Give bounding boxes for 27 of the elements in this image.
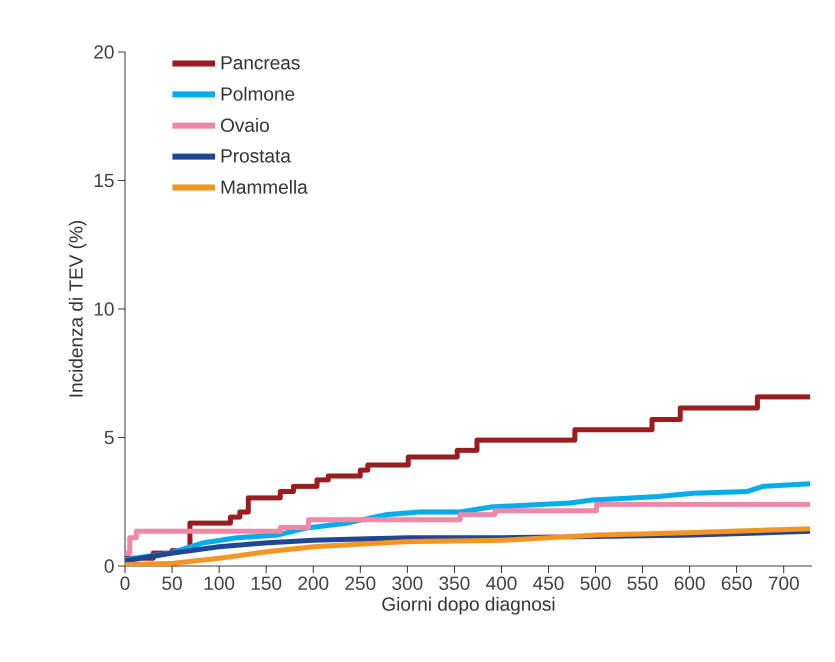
x-tick-label: 300 bbox=[392, 576, 422, 590]
x-tick-label: 650 bbox=[722, 576, 752, 590]
x-tick-label: 0 bbox=[120, 576, 130, 590]
x-tick-label: 350 bbox=[439, 576, 470, 590]
legend-label: Prostata bbox=[222, 149, 291, 163]
legend-label: Mammella bbox=[222, 180, 308, 194]
x-tick-label: 50 bbox=[162, 576, 182, 590]
x-tick-label: 200 bbox=[298, 576, 328, 590]
x-axis-title: Giorni dopo diagnosi bbox=[382, 596, 554, 615]
x-tick-label: 700 bbox=[768, 576, 799, 590]
x-tick-label: 500 bbox=[580, 576, 611, 590]
legend-label: Pancreas bbox=[222, 56, 300, 70]
y-axis-title: Incidenza di TEV (%) bbox=[68, 220, 86, 396]
x-tick-label: 600 bbox=[674, 576, 705, 590]
x-tick-label: 100 bbox=[204, 576, 234, 590]
x-tick-label: 450 bbox=[533, 576, 564, 590]
x-tick-label: 250 bbox=[345, 576, 376, 590]
x-tick-label: 550 bbox=[628, 576, 658, 590]
y-tick-label: 5 bbox=[104, 430, 114, 444]
y-tick-label: 15 bbox=[94, 174, 114, 188]
x-tick-label: 150 bbox=[252, 576, 282, 590]
legend-label: Polmone bbox=[222, 86, 294, 101]
legend-label: Ovaio bbox=[220, 118, 269, 132]
y-tick-label: 20 bbox=[94, 45, 114, 59]
y-tick-label: 10 bbox=[94, 302, 114, 316]
x-tick-label: 400 bbox=[486, 576, 517, 590]
y-tick-label: 0 bbox=[104, 559, 114, 573]
